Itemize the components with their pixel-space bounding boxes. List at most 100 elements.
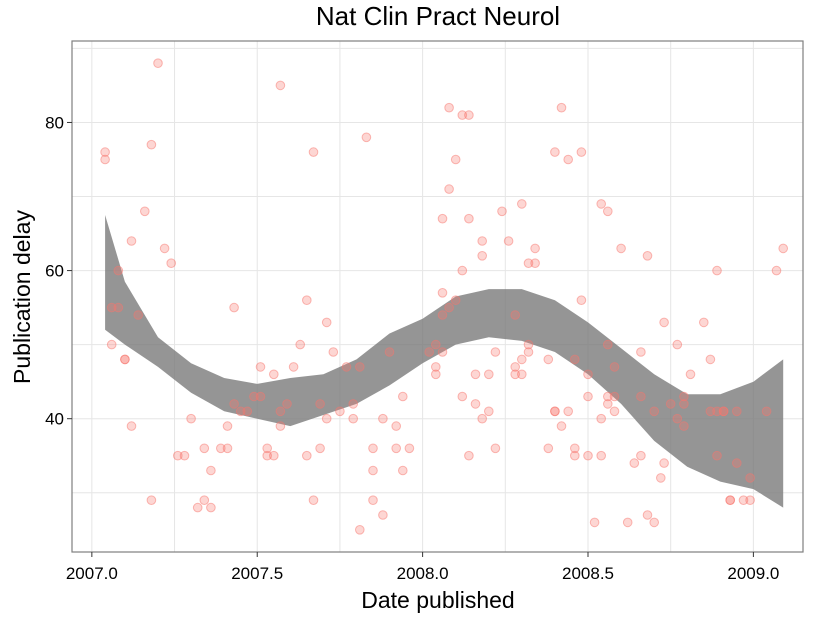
- data-point: [431, 339, 441, 350]
- data-point: [100, 154, 110, 165]
- data-point: [603, 206, 613, 217]
- data-point: [216, 443, 226, 454]
- data-point: [609, 362, 620, 372]
- data-point: [712, 406, 722, 417]
- data-point: [262, 443, 273, 454]
- data-point: [166, 258, 176, 269]
- data-point: [718, 406, 729, 417]
- data-point: [732, 406, 742, 417]
- data-point: [186, 413, 196, 424]
- data-point: [761, 406, 772, 417]
- data-point: [745, 495, 755, 506]
- data-point: [464, 213, 474, 224]
- data-point: [543, 354, 554, 365]
- data-point: [126, 236, 137, 246]
- data-point: [712, 265, 722, 276]
- data-point: [705, 354, 716, 365]
- smooth-band-layer: [105, 215, 784, 508]
- data-point: [642, 251, 653, 261]
- data-point: [517, 354, 527, 365]
- data-point: [242, 406, 253, 417]
- data-point: [672, 339, 683, 350]
- chart-title: Nat Clin Pract Neurol: [316, 1, 560, 31]
- data-point: [659, 458, 669, 468]
- data-point: [361, 132, 372, 143]
- data-point: [457, 110, 468, 120]
- data-point: [348, 413, 359, 424]
- data-point: [308, 147, 319, 157]
- data-point: [712, 450, 722, 461]
- data-point: [275, 80, 286, 91]
- data-point: [229, 302, 239, 313]
- data-point: [705, 406, 716, 417]
- data-point: [315, 399, 325, 409]
- data-point: [308, 495, 319, 506]
- data-point: [179, 450, 190, 461]
- data-point: [126, 421, 137, 431]
- data-point: [603, 399, 613, 409]
- y-tick-label: 40: [45, 410, 64, 429]
- data-point: [596, 199, 607, 209]
- data-point: [249, 391, 259, 402]
- data-point: [275, 406, 286, 417]
- data-point: [199, 443, 210, 454]
- data-point: [679, 391, 689, 402]
- data-point: [229, 399, 239, 409]
- data-point: [255, 362, 266, 372]
- x-tick-label: 2007.0: [66, 564, 118, 583]
- data-point: [510, 362, 521, 372]
- data-point: [771, 265, 782, 276]
- data-point: [146, 139, 157, 150]
- data-point: [738, 495, 749, 506]
- data-point: [457, 265, 468, 276]
- data-point: [570, 354, 580, 365]
- data-point: [583, 391, 593, 402]
- data-point: [437, 213, 448, 224]
- x-tick-label: 2008.5: [562, 564, 614, 583]
- data-point: [302, 295, 312, 306]
- y-tick-label: 60: [45, 262, 64, 281]
- data-point: [550, 147, 560, 157]
- data-point: [106, 339, 117, 350]
- data-point: [269, 369, 279, 380]
- data-point: [510, 369, 521, 380]
- data-point: [470, 369, 481, 380]
- data-point: [328, 347, 339, 357]
- data-point: [464, 110, 474, 120]
- data-point: [570, 450, 580, 461]
- data-point: [642, 510, 653, 520]
- data-point: [431, 362, 441, 372]
- data-point: [679, 399, 689, 409]
- x-axis-label: Date published: [361, 587, 514, 613]
- x-tick-label: 2009.0: [727, 564, 779, 583]
- axis-ticks: 2007.0 2007.5 2008.0 2008.5 2009.0 40 60 80: [45, 113, 779, 583]
- data-point: [725, 495, 736, 506]
- data-point: [355, 525, 365, 535]
- data-point: [563, 154, 574, 165]
- data-point: [732, 458, 742, 468]
- data-point: [636, 347, 646, 357]
- data-point: [398, 465, 408, 476]
- data-point: [404, 443, 415, 454]
- data-point: [530, 258, 540, 269]
- data-point: [497, 206, 507, 217]
- data-point: [629, 458, 640, 468]
- data-point: [384, 347, 395, 357]
- data-point: [199, 495, 210, 506]
- data-point: [275, 421, 286, 431]
- data-point: [603, 339, 613, 350]
- data-point: [335, 406, 345, 417]
- data-point: [450, 154, 461, 165]
- data-point: [659, 317, 669, 328]
- data-point: [484, 369, 494, 380]
- data-point: [656, 473, 666, 483]
- data-point: [106, 302, 117, 313]
- data-point: [378, 510, 388, 520]
- data-point: [464, 450, 474, 461]
- data-point: [424, 347, 435, 357]
- data-point: [523, 347, 534, 357]
- data-point: [133, 310, 143, 320]
- data-point: [153, 58, 163, 69]
- data-point: [636, 391, 646, 402]
- data-point: [368, 443, 378, 454]
